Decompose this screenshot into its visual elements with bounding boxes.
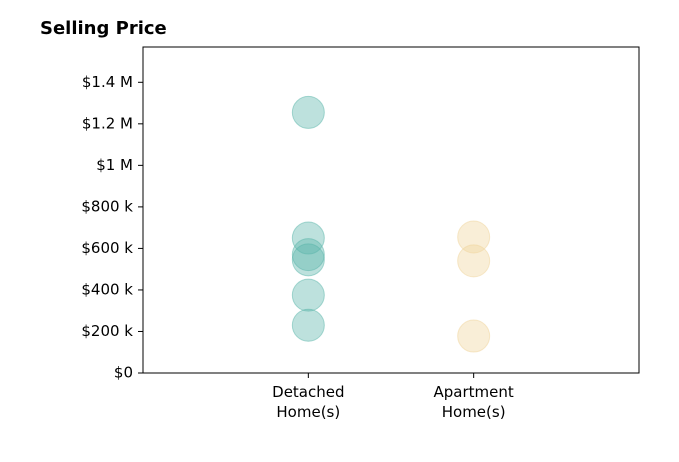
y-tick-label: $0	[114, 364, 133, 382]
y-tick-label: $800 k	[81, 197, 133, 215]
point	[291, 243, 325, 277]
chart-title: Selling Price	[40, 18, 167, 39]
y-tick-label: $1 M	[96, 156, 133, 174]
point	[291, 308, 325, 342]
y-tick-label: $600 k	[81, 239, 133, 257]
point	[291, 278, 325, 312]
point	[291, 95, 325, 129]
point	[457, 220, 491, 254]
x-tick-label: Apartment Home(s)	[433, 383, 514, 421]
y-tick-label: $400 k	[81, 280, 133, 298]
point	[291, 238, 325, 272]
point	[457, 244, 491, 278]
x-tick-label: Detached Home(s)	[272, 383, 345, 421]
plot-frame	[142, 46, 640, 374]
y-tick-label: $200 k	[81, 322, 133, 340]
point	[457, 319, 491, 353]
y-tick-label: $1.2 M	[82, 114, 133, 132]
y-tick-label: $1.4 M	[82, 73, 133, 91]
